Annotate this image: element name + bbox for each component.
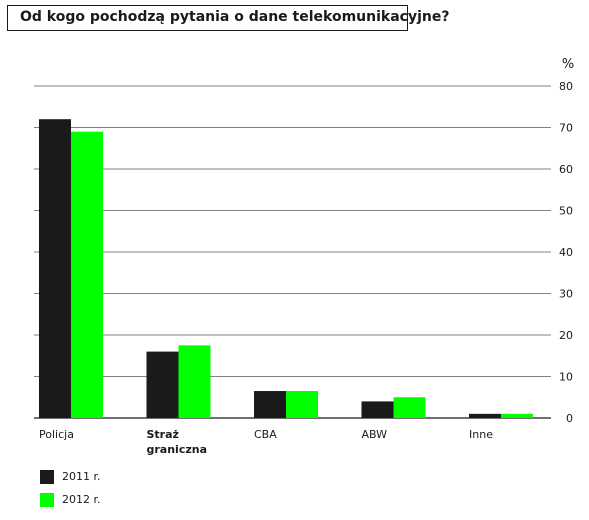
bar-series2 bbox=[393, 397, 426, 418]
bar-series2 bbox=[71, 131, 103, 418]
x-category-label: Inne bbox=[469, 428, 493, 441]
bar-series2 bbox=[286, 391, 318, 418]
legend-swatch bbox=[40, 470, 54, 484]
y-tick-label: 0 bbox=[566, 412, 573, 425]
bar-series2 bbox=[178, 345, 211, 418]
y-tick-label: 60 bbox=[559, 163, 573, 176]
legend-label: 2012 r. bbox=[62, 493, 101, 506]
y-tick-label: 70 bbox=[559, 122, 573, 135]
y-tick-label: 10 bbox=[559, 371, 573, 384]
bar-chart: 0 10 20 30 40 50 60 70 80% Policja Straż graniczna C… bbox=[34, 57, 574, 456]
bar-series1 bbox=[39, 119, 71, 418]
x-category-label: CBA bbox=[254, 428, 277, 441]
chart-title: Od kogo pochodzą pytania o dane telekomu… bbox=[20, 9, 450, 25]
y-axis-label: % bbox=[562, 57, 574, 72]
bar-series1 bbox=[146, 351, 179, 418]
bar-series1 bbox=[254, 391, 286, 418]
x-category-label: Policja bbox=[39, 428, 74, 441]
x-category-label: ABW bbox=[362, 428, 388, 441]
bar-series2 bbox=[501, 413, 533, 418]
legend-swatch bbox=[40, 493, 54, 507]
y-tick-label: 80 bbox=[559, 80, 573, 93]
chart-title-box: Od kogo pochodzą pytania o dane telekomu… bbox=[7, 5, 449, 31]
y-tick-label: 20 bbox=[559, 329, 573, 342]
legend-label: 2011 r. bbox=[62, 470, 101, 483]
x-category-label: graniczna bbox=[147, 443, 208, 456]
y-tick-label: 40 bbox=[559, 246, 573, 259]
x-category-label: Straż bbox=[147, 428, 179, 441]
bar-series1 bbox=[361, 401, 394, 418]
y-tick-label: 30 bbox=[559, 288, 573, 301]
y-tick-label: 50 bbox=[559, 205, 573, 218]
bar-series1 bbox=[469, 413, 501, 418]
